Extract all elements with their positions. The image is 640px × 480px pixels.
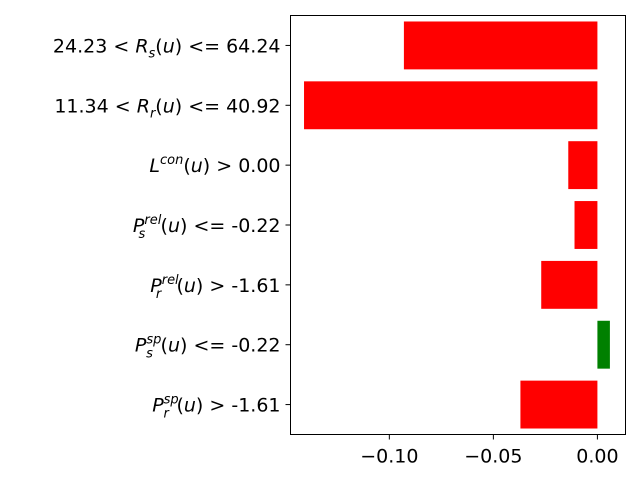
y-tick-label-3: Prel s (u) <= -0.22 — [133, 213, 281, 242]
bar-5 — [597, 320, 610, 369]
bar-2 — [568, 141, 598, 190]
x-tick-label-0: −0.10 — [360, 446, 418, 468]
y-axis: 24.23 < Rs(u) <= 64.24 11.34 < Rr(u) <= 4… — [53, 35, 291, 422]
y-tick-label-4: Prel r (u) > -1.61 — [150, 273, 280, 302]
y-tick-label-6: Psp r (u) > -1.61 — [152, 393, 280, 422]
y-tick-label-1: 11.34 < Rr(u) <= 40.92 — [54, 95, 280, 121]
bar-3 — [574, 201, 598, 249]
y-tick-label-2: Lcon(u) > 0.00 — [149, 153, 280, 177]
bar-4 — [541, 260, 598, 309]
y-tick-label-5: Psp s (u) <= -0.22 — [135, 333, 281, 362]
x-tick-label-2: 0.00 — [576, 446, 618, 468]
bar-6 — [520, 380, 598, 429]
bar-0 — [403, 21, 598, 70]
x-tick-label-1: −0.05 — [464, 446, 522, 468]
bars-group — [304, 21, 610, 429]
bar-1 — [304, 81, 598, 130]
y-tick-label-0: 24.23 < Rs(u) <= 64.24 — [53, 35, 281, 61]
x-axis: −0.10 −0.05 0.00 — [360, 434, 619, 468]
